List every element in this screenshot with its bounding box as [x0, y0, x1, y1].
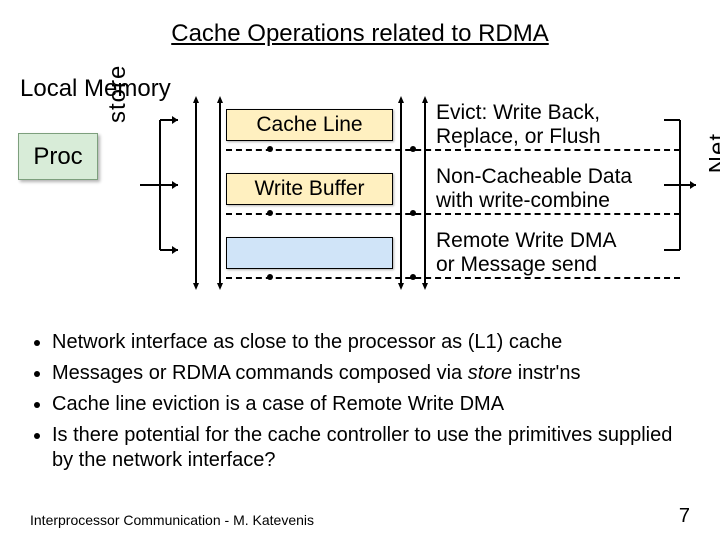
write-buffer-box: Write Buffer	[226, 173, 393, 205]
bullet-4: Is there potential for the cache control…	[52, 423, 690, 473]
right-label-3-line2: or Message send	[436, 253, 597, 276]
right-label-2-line2: with write-combine	[436, 189, 610, 212]
page-number: 7	[679, 505, 690, 528]
dashed-line-1	[226, 149, 680, 151]
middle-vertical-bus	[398, 93, 428, 293]
right-label-3-line1: Remote Write DMA	[436, 229, 616, 252]
left-vertical-bus	[193, 93, 223, 293]
net-label: Net	[704, 133, 720, 173]
dot-2a	[267, 210, 273, 216]
bullet-3: Cache line eviction is a case of Remote …	[52, 392, 690, 417]
dot-3a	[267, 274, 273, 280]
dot-3b	[410, 274, 416, 280]
bullet-2: Messages or RDMA commands composed via s…	[52, 361, 690, 386]
dot-2b	[410, 210, 416, 216]
dot-1b	[410, 146, 416, 152]
right-label-2: Non-Cacheable Data with write-combine	[436, 165, 632, 213]
bullet-1: Network interface as close to the proces…	[52, 330, 690, 355]
footer-text: Interprocessor Communication - M. Kateve…	[30, 512, 314, 528]
proc-box: Proc	[18, 133, 98, 180]
dashed-line-2	[226, 213, 680, 215]
right-label-1-line2: Replace, or Flush	[436, 125, 601, 148]
right-label-1: Evict: Write Back, Replace, or Flush	[436, 101, 601, 149]
write-buffer-label: Write Buffer	[254, 177, 364, 201]
diagram-area: Local Memory Proc store Cache Line Evict…	[10, 75, 710, 305]
bullet-list: Network interface as close to the proces…	[30, 330, 690, 479]
slide-title: Cache Operations related to RDMA	[0, 20, 720, 48]
right-merge-arrow	[662, 105, 702, 265]
cache-line-label: Cache Line	[256, 113, 362, 137]
proc-label: Proc	[33, 143, 82, 171]
blue-box	[226, 237, 393, 269]
dot-1a	[267, 146, 273, 152]
dashed-line-3	[226, 277, 680, 279]
right-label-3: Remote Write DMA or Message send	[436, 229, 616, 277]
cache-line-box: Cache Line	[226, 109, 393, 141]
right-label-1-line1: Evict: Write Back,	[436, 101, 600, 124]
right-label-2-line1: Non-Cacheable Data	[436, 165, 632, 188]
local-memory-label: Local Memory	[20, 75, 171, 103]
left-fanout-arrow	[140, 105, 185, 265]
store-label: store	[104, 65, 132, 123]
